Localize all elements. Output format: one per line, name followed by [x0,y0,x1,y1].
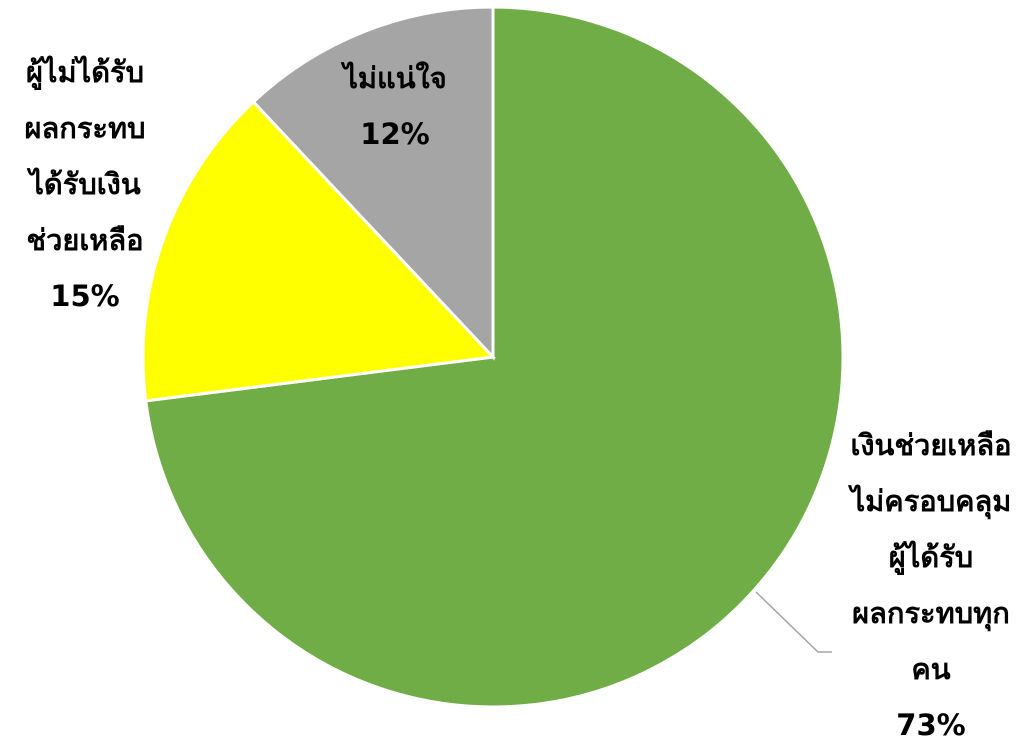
slice-label-1-line-0: ผู้ไม่ได้รับ [25,55,145,89]
leader-line-slice-0 [755,591,832,653]
slice-label-0-line-0: เงินช่วยเหลือ [850,428,1012,462]
slice-label-0-line-4: คน [911,652,951,686]
slice-label-0-line-3: ผลกระทบทุก [852,596,1010,630]
slice-label-1-line-1: ผลกระทบ [24,111,146,145]
slice-label-1-line-3: ช่วยเหลือ [26,223,144,257]
pie-slice-1 [141,99,497,403]
slice-label-2-line-0: ไม่แน่ใจ [343,61,447,95]
slice-label-0-line-1: ไม่ครอบคลุม [850,484,1012,518]
slice-label-2: ไม่แน่ใจ 12% [320,50,470,162]
slice-label-2-percent: 12% [360,117,430,151]
slice-label-1-percent: 15% [50,279,120,313]
slice-label-1: ผู้ไม่ได้รับ ผลกระทบ ได้รับเงิน ช่วยเหลื… [0,44,170,324]
pie-slice-2 [251,5,495,361]
slice-label-1-line-2: ได้รับเงิน [29,167,141,201]
slice-label-0: เงินช่วยเหลือ ไม่ครอบคลุม ผู้ได้รับ ผลกร… [836,417,1026,753]
slice-label-0-percent: 73% [896,708,966,742]
slice-label-0-line-2: ผู้ได้รับ [888,540,974,574]
